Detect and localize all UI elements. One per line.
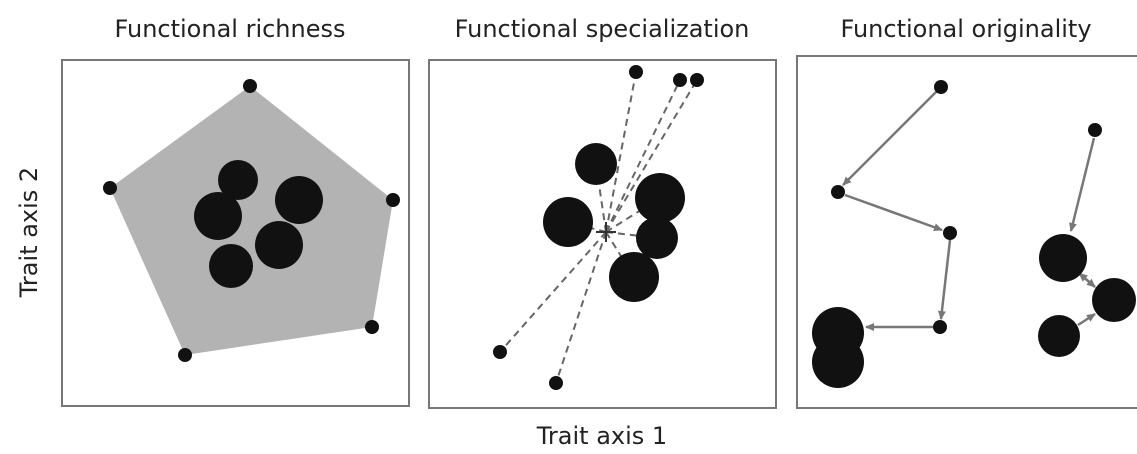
panel-title: Functional originality xyxy=(840,15,1091,43)
originality-panel xyxy=(796,55,1137,409)
panel-frame xyxy=(796,55,1137,409)
nearest-neighbour-arrows xyxy=(842,86,1096,331)
panel-frame xyxy=(428,59,777,409)
species xyxy=(812,80,1136,388)
richness-panel xyxy=(61,59,410,407)
x-axis-label: Trait axis 1 xyxy=(536,422,667,450)
convex-hull xyxy=(110,86,393,355)
panel-title: Functional specialization xyxy=(455,15,750,43)
y-axis-label: Trait axis 2 xyxy=(15,167,43,298)
species xyxy=(493,65,704,390)
centroid xyxy=(596,222,616,242)
panel-frame xyxy=(61,59,410,407)
species xyxy=(103,79,400,362)
specialization-panel xyxy=(428,59,777,409)
panel-title: Functional richness xyxy=(114,15,345,43)
